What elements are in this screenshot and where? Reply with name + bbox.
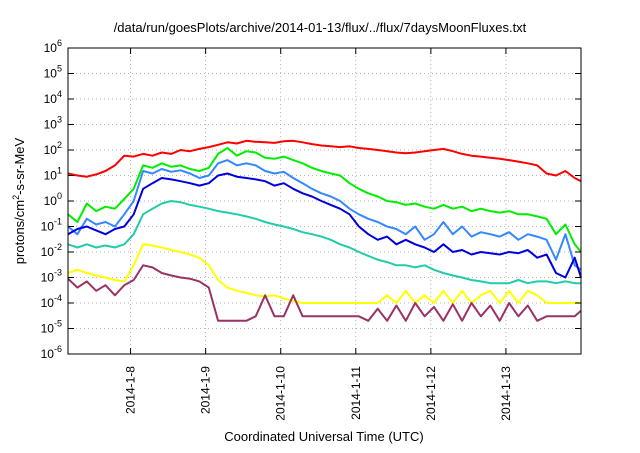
y-tick-label: 10-5 [41,319,62,336]
y-tick-label: 102 [44,140,62,157]
x-axis-label: Coordinated Universal Time (UTC) [224,429,423,444]
y-tick-exponent: -1 [54,217,62,227]
y-tick-base: 10 [44,169,58,183]
series-line [67,172,582,279]
y-tick-label: 100 [44,191,62,208]
y-axis-label-prefix: protons/cm [12,200,27,264]
y-tick-base: 10 [41,296,55,310]
x-tick-labels: 2014-1-8 2014-1-9 2014-1-10 2014-1-11 2014-1… [124,366,513,421]
y-tick-base: 10 [44,143,58,157]
x-tick-label: 2014-1-9 [199,366,213,414]
y-tick-base: 10 [44,118,58,132]
y-tick-exponent: 0 [57,191,62,201]
y-tick-label: 106 [44,38,62,55]
y-tick-base: 10 [41,271,55,285]
axis-ticks [68,47,581,355]
y-tick-label: 10-4 [41,293,62,310]
y-tick-exponent: 4 [57,89,62,99]
y-tick-label: 10-2 [41,242,62,259]
x-tick-label: 2014-1-8 [124,366,138,414]
y-tick-exponent: -4 [54,293,62,303]
y-tick-exponent: 6 [57,38,62,48]
x-tick-label: 2014-1-11 [349,366,363,420]
series-line [67,264,582,322]
y-tick-label: 10-6 [41,344,62,361]
y-tick-label: 101 [44,166,62,183]
y-tick-label: 103 [44,115,62,132]
y-tick-exponent: -2 [54,242,62,252]
y-tick-labels: 10-610-510-410-310-210-11001011021031041… [41,38,62,361]
series-line [67,243,581,304]
x-tick-label: 2014-1-10 [274,366,288,421]
y-tick-label: 10-1 [41,217,62,234]
chart-title: /data/run/goesPlots/archive/2014-01-13/f… [114,20,527,35]
y-tick-base: 10 [44,67,58,81]
y-tick-label: 104 [44,89,62,106]
y-axis-label-suffix: -s-sr-MeV [12,137,27,194]
y-tick-exponent: 2 [57,140,62,150]
y-axis-label: protons/cm2-s-sr-MeV [11,137,27,264]
x-tick-label: 2014-1-12 [424,366,438,421]
series-line [67,159,582,271]
y-tick-base: 10 [44,92,58,106]
y-tick-base: 10 [41,347,55,361]
y-tick-label: 10-3 [41,268,62,285]
y-tick-base: 10 [41,245,55,259]
y-tick-exponent: -3 [54,268,62,278]
x-tick-label: 2014-1-13 [499,366,513,421]
series-group [67,139,582,322]
series-line [67,139,582,183]
y-tick-exponent: -5 [54,319,62,329]
y-tick-base: 10 [41,220,55,234]
series-line [67,147,582,253]
y-tick-exponent: 5 [57,64,62,74]
y-tick-exponent: 1 [57,166,62,176]
grid [68,48,581,354]
y-tick-base: 10 [44,194,58,208]
series-line [67,200,581,285]
y-tick-exponent: 3 [57,115,62,125]
y-tick-base: 10 [41,322,55,336]
y-tick-exponent: -6 [54,344,62,354]
y-tick-base: 10 [44,41,58,55]
y-axis-label-sup: 2 [11,195,21,200]
y-tick-label: 105 [44,64,62,81]
